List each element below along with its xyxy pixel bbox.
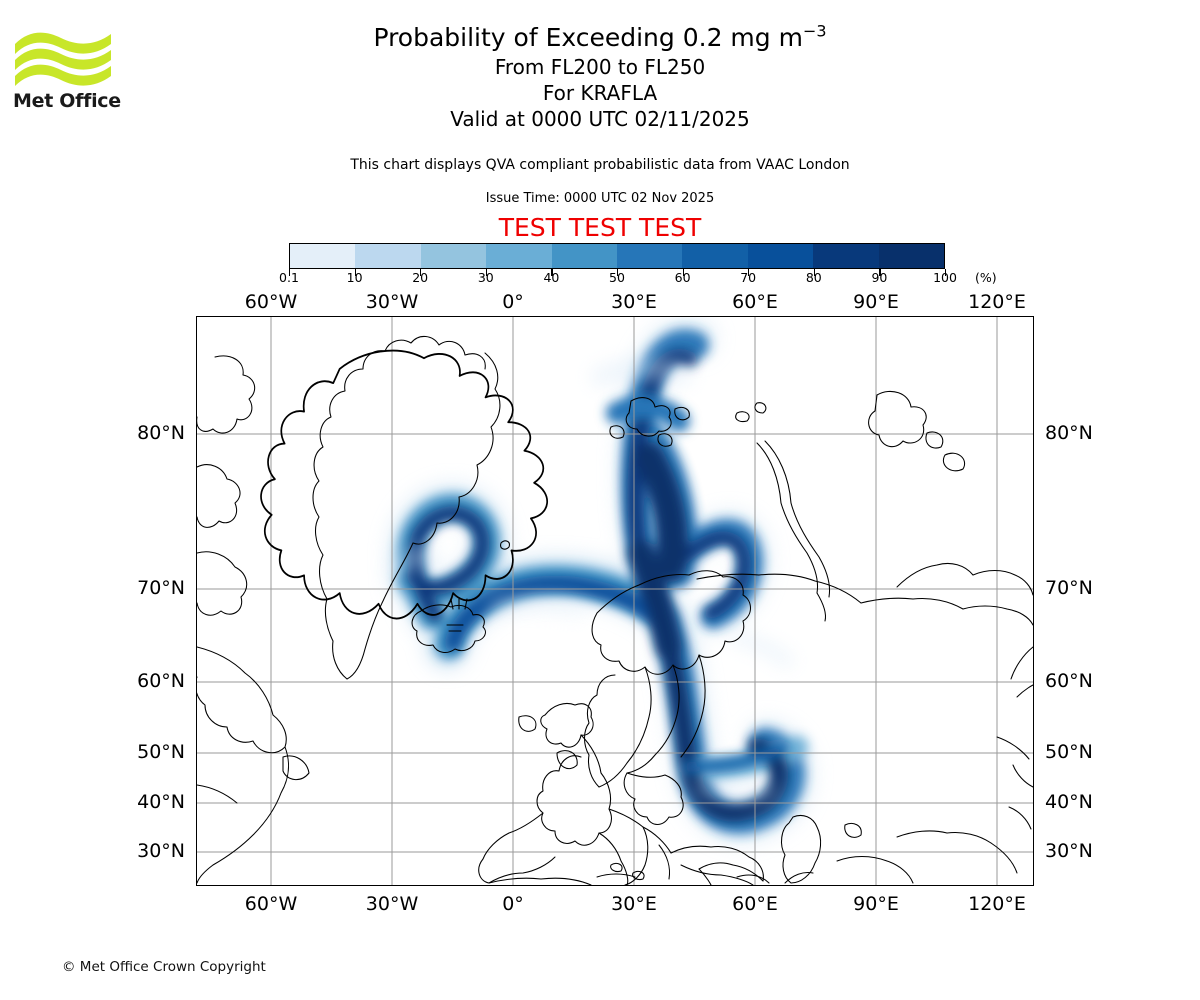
colorbar-tick: [289, 269, 291, 276]
copyright-text: © Met Office Crown Copyright: [62, 959, 266, 975]
colorbar-tick-label: 40: [543, 270, 560, 285]
colorbar-tick: [485, 269, 488, 276]
map-canvas: [197, 317, 1033, 885]
latitude-label-left: 70°N: [137, 577, 185, 599]
colorbar-tick-label: 10: [346, 270, 363, 285]
title-block: Probability of Exceeding 0.2 mg m−3 From…: [0, 22, 1200, 133]
colorbar-tick-label: 0.1: [279, 270, 299, 285]
longitude-label: 120°E: [968, 893, 1026, 915]
longitude-label: 30°W: [365, 893, 419, 915]
colorbar-band-0: [290, 244, 356, 268]
colorbar-ticks: [289, 269, 947, 279]
coastlines: [197, 335, 1033, 885]
longitude-label: 30°E: [611, 893, 657, 915]
colorbar-band-5: [617, 244, 683, 268]
test-banner: TEST TEST TEST: [498, 213, 702, 242]
colorbar-tick: [945, 269, 947, 276]
brand-name: Met Office: [13, 90, 121, 112]
latitude-label-right: 30°N: [1045, 840, 1093, 862]
colorbar-tick-label: 90: [871, 270, 888, 285]
colorbar-tick: [551, 269, 553, 276]
flight-level-subtitle: From FL200 to FL250: [494, 55, 706, 79]
colorbar-tick: [748, 269, 750, 276]
longitude-label: 60°W: [244, 893, 298, 915]
longitude-label: 0°: [502, 291, 524, 313]
longitude-axis-bottom: 60°W 30°W 0° 30°E 60°E 90°E 120°E: [0, 893, 1200, 917]
latitude-label-right: 50°N: [1045, 741, 1093, 763]
map-panel[interactable]: [196, 316, 1034, 886]
volcano-subtitle: For KRAFLA: [542, 81, 658, 105]
longitude-label: 60°E: [732, 893, 778, 915]
colorbar-unit-label: (%): [975, 270, 997, 285]
colorbar-band-9: [878, 244, 945, 268]
colorbar-band-4: [551, 244, 618, 268]
latitude-label-left: 30°N: [137, 840, 185, 862]
met-office-wave-logo-icon: [13, 28, 113, 110]
latitude-label-right: 70°N: [1045, 577, 1093, 599]
latitude-label-right: 60°N: [1045, 670, 1093, 692]
colorbar-band-8: [813, 244, 879, 268]
colorbar: [289, 243, 945, 269]
latitude-label-left: 60°N: [137, 670, 185, 692]
longitude-label: 0°: [502, 893, 524, 915]
latitude-label-right: 40°N: [1045, 791, 1093, 813]
colorbar-band-6: [682, 244, 748, 268]
colorbar-tick: [420, 269, 422, 276]
longitude-label: 60°E: [732, 291, 778, 313]
graticule: [197, 317, 1033, 885]
page-title: Probability of Exceeding 0.2 mg m−3: [373, 21, 827, 52]
colorbar-tick-label: 20: [412, 270, 429, 285]
title-superscript: −3: [802, 21, 827, 41]
disclaimer-text: This chart displays QVA compliant probab…: [350, 157, 850, 173]
longitude-label: 30°E: [611, 291, 657, 313]
latitude-label-right: 80°N: [1045, 422, 1093, 444]
colorbar-tick-label: 30: [477, 270, 494, 285]
colorbar-tick-labels: 0.1 10 20 30 40 50 60 70 80 90 100: [0, 270, 1200, 288]
colorbar-tick: [813, 269, 816, 276]
longitude-label: 60°W: [244, 291, 298, 313]
colorbar-tick: [879, 269, 881, 276]
ash-plume-layer: [387, 317, 815, 844]
colorbar-tick: [354, 269, 356, 276]
longitude-label: 120°E: [968, 291, 1026, 313]
longitude-label: 90°E: [853, 291, 899, 313]
longitude-axis-top: 60°W 30°W 0° 30°E 60°E 90°E 120°E: [0, 291, 1200, 313]
colorbar-tick-label: 50: [609, 270, 625, 285]
colorbar-tick: [682, 269, 684, 276]
colorbar-tick-label: 100: [933, 270, 957, 285]
valid-time-subtitle: Valid at 0000 UTC 02/11/2025: [450, 107, 750, 131]
latitude-label-left: 40°N: [137, 791, 185, 813]
longitude-label: 90°E: [853, 893, 899, 915]
longitude-label: 30°W: [365, 291, 419, 313]
colorbar-tick-label: 80: [805, 270, 822, 285]
issue-time-text: Issue Time: 0000 UTC 02 Nov 2025: [485, 191, 715, 206]
colorbar-tick-label: 60: [674, 270, 691, 285]
colorbar-gradient: [289, 243, 945, 269]
colorbar-band-1: [355, 244, 421, 268]
colorbar-band-3: [486, 244, 552, 268]
latitude-label-left: 80°N: [137, 422, 185, 444]
colorbar-band-2: [420, 244, 487, 268]
colorbar-tick-label: 70: [740, 270, 757, 285]
colorbar-tick: [617, 269, 619, 276]
colorbar-band-7: [747, 244, 814, 268]
latitude-label-left: 50°N: [137, 741, 185, 763]
